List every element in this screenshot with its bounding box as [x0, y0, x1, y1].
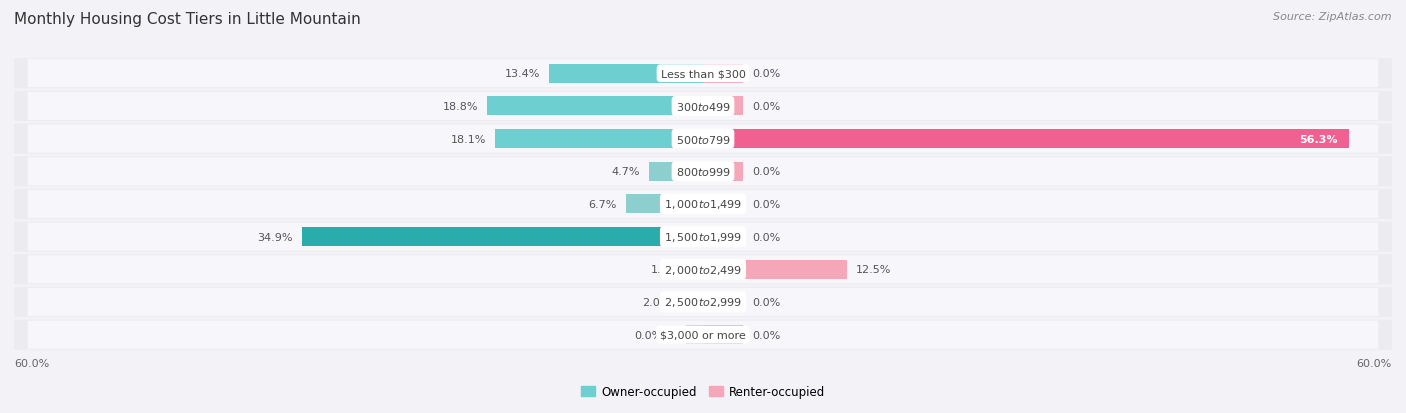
Text: 0.0%: 0.0%	[634, 330, 662, 340]
FancyBboxPatch shape	[28, 158, 1378, 186]
Bar	[703, 260, 846, 279]
Text: 0.0%: 0.0%	[752, 330, 780, 340]
Bar	[626, 195, 703, 214]
FancyBboxPatch shape	[28, 288, 1378, 316]
Text: 13.4%: 13.4%	[505, 69, 540, 79]
Bar	[302, 228, 703, 247]
Text: $1,000 to $1,499: $1,000 to $1,499	[664, 198, 742, 211]
Bar	[703, 293, 744, 312]
Bar	[688, 260, 703, 279]
Text: $300 to $499: $300 to $499	[675, 101, 731, 113]
Bar	[681, 293, 703, 312]
Text: 34.9%: 34.9%	[257, 232, 292, 242]
Text: Monthly Housing Cost Tiers in Little Mountain: Monthly Housing Cost Tiers in Little Mou…	[14, 12, 361, 27]
FancyBboxPatch shape	[28, 223, 1378, 251]
Bar	[550, 64, 703, 83]
Text: 4.7%: 4.7%	[612, 167, 640, 177]
Bar	[486, 97, 703, 116]
FancyBboxPatch shape	[28, 321, 1378, 349]
FancyBboxPatch shape	[14, 190, 1392, 219]
Text: $3,000 or more: $3,000 or more	[661, 330, 745, 340]
Text: 0.0%: 0.0%	[752, 69, 780, 79]
Text: 18.8%: 18.8%	[443, 102, 478, 112]
Text: 60.0%: 60.0%	[14, 358, 49, 368]
FancyBboxPatch shape	[14, 320, 1392, 350]
Bar	[703, 325, 744, 344]
Text: 56.3%: 56.3%	[1299, 134, 1339, 144]
Bar	[703, 162, 744, 181]
FancyBboxPatch shape	[28, 256, 1378, 284]
Text: 6.7%: 6.7%	[589, 199, 617, 209]
Text: 60.0%: 60.0%	[1357, 358, 1392, 368]
Bar	[703, 195, 744, 214]
Bar	[686, 325, 703, 344]
FancyBboxPatch shape	[28, 125, 1378, 153]
FancyBboxPatch shape	[28, 93, 1378, 121]
FancyBboxPatch shape	[14, 124, 1392, 154]
Text: 0.0%: 0.0%	[752, 232, 780, 242]
FancyBboxPatch shape	[14, 59, 1392, 89]
FancyBboxPatch shape	[14, 92, 1392, 121]
FancyBboxPatch shape	[28, 60, 1378, 88]
Text: 1.3%: 1.3%	[651, 265, 679, 275]
Text: $2,500 to $2,999: $2,500 to $2,999	[664, 296, 742, 309]
FancyBboxPatch shape	[14, 157, 1392, 187]
Bar	[703, 97, 744, 116]
Text: 18.1%: 18.1%	[450, 134, 486, 144]
Bar	[703, 228, 744, 247]
Text: Less than $300: Less than $300	[661, 69, 745, 79]
Text: 0.0%: 0.0%	[752, 102, 780, 112]
Text: $2,000 to $2,499: $2,000 to $2,499	[664, 263, 742, 276]
Text: Source: ZipAtlas.com: Source: ZipAtlas.com	[1274, 12, 1392, 22]
FancyBboxPatch shape	[28, 190, 1378, 218]
Bar	[703, 130, 1350, 149]
Text: 0.0%: 0.0%	[752, 167, 780, 177]
FancyBboxPatch shape	[14, 287, 1392, 317]
Text: 12.5%: 12.5%	[856, 265, 891, 275]
Text: 0.0%: 0.0%	[752, 297, 780, 307]
FancyBboxPatch shape	[14, 255, 1392, 285]
Text: $800 to $999: $800 to $999	[675, 166, 731, 178]
Text: 2.0%: 2.0%	[643, 297, 671, 307]
Text: $1,500 to $1,999: $1,500 to $1,999	[664, 230, 742, 244]
Text: $500 to $799: $500 to $799	[675, 133, 731, 145]
Bar	[650, 162, 703, 181]
Bar	[495, 130, 703, 149]
Bar	[703, 64, 744, 83]
FancyBboxPatch shape	[14, 222, 1392, 252]
Text: 0.0%: 0.0%	[752, 199, 780, 209]
Legend: Owner-occupied, Renter-occupied: Owner-occupied, Renter-occupied	[576, 381, 830, 403]
